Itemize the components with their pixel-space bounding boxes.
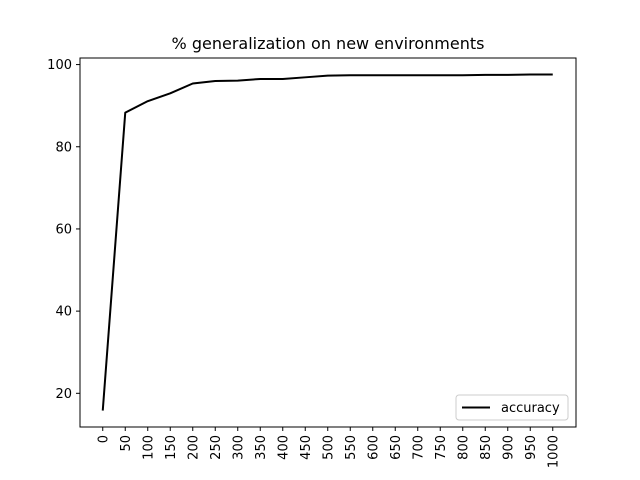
y-tick-label: 100: [47, 58, 72, 73]
plot-area: [79, 57, 577, 428]
legend: accuracy: [455, 394, 569, 421]
x-tick-label: 0: [96, 435, 111, 443]
x-tick-label: 100: [141, 435, 156, 460]
x-tick-label: 700: [411, 435, 426, 460]
x-tick-label: 50: [119, 435, 134, 452]
x-tick-label: 350: [254, 435, 269, 460]
x-tick-label: 150: [164, 435, 179, 460]
x-tick-label: 950: [524, 435, 539, 460]
x-tick-label: 500: [321, 435, 336, 460]
x-tick-label: 750: [434, 435, 449, 460]
x-tick-label: 200: [186, 435, 201, 460]
x-tick-label: 250: [209, 435, 224, 460]
x-tick-label: 650: [389, 435, 404, 460]
x-tick-label: 800: [456, 435, 471, 460]
legend-label: accuracy: [501, 401, 560, 416]
x-tick-label: 400: [276, 435, 291, 460]
y-tick-label: 20: [55, 387, 72, 402]
x-tick-label: 900: [501, 435, 516, 460]
y-tick-label: 80: [55, 140, 72, 155]
x-tick-label: 450: [299, 435, 314, 460]
x-axis: 0 50 100 150 200 250 300 350 400 450 500 550 600 650 7…: [96, 427, 561, 468]
y-tick-label: 60: [55, 222, 72, 237]
series-layer: [101, 73, 553, 411]
x-tick-label: 600: [366, 435, 381, 460]
chart-title: % generalization on new environments: [172, 34, 485, 53]
x-tick-label: 300: [231, 435, 246, 460]
x-tick-label: 550: [344, 435, 359, 460]
x-tick-label: 1000: [546, 435, 561, 468]
x-tick-label: 850: [479, 435, 494, 460]
y-tick-label: 40: [55, 305, 72, 320]
y-axis: 20 40 60 80 100: [47, 58, 80, 402]
legend-box: [455, 394, 569, 421]
